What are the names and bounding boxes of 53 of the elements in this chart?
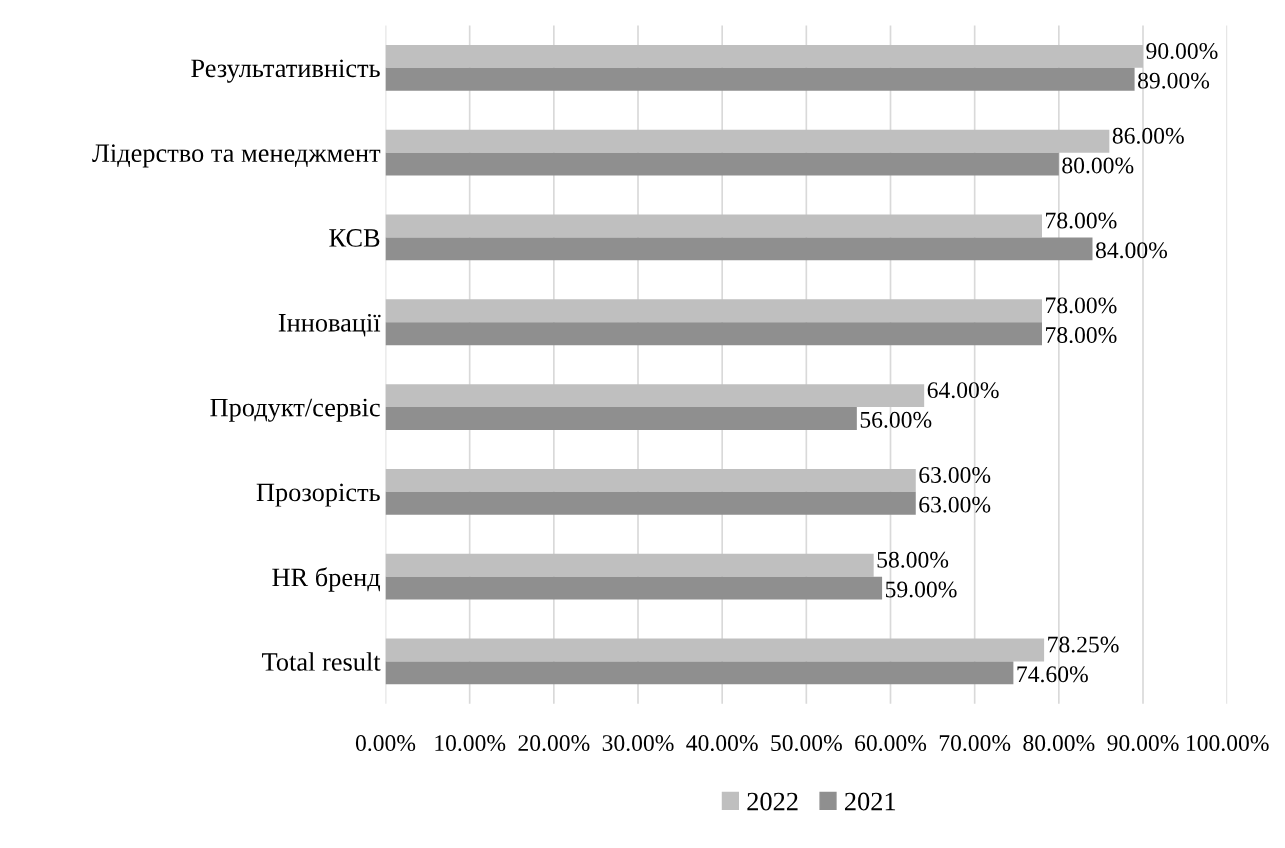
bar [385, 407, 857, 430]
x-tick-label: 20.00% [518, 735, 590, 752]
data-label: 78.00% [1046, 327, 1117, 344]
data-label: 80.00% [1062, 157, 1134, 174]
y-tick-label: Інновації [278, 313, 381, 337]
data-label: 90.00% [1146, 42, 1218, 60]
data-label: 89.00% [1138, 72, 1210, 89]
x-tick-label: 30.00% [602, 735, 674, 752]
bar [385, 638, 1045, 662]
data-label: 64.00% [927, 382, 999, 399]
bar [385, 553, 874, 577]
bar [385, 129, 1110, 153]
x-tick-label: 50.00% [771, 735, 842, 752]
data-label: 63.00% [919, 496, 991, 513]
bar [385, 214, 1043, 238]
y-tick-label: КСВ [329, 229, 380, 247]
x-tick-label: 60.00% [855, 735, 927, 752]
bar [385, 491, 916, 515]
data-label: 84.00% [1095, 242, 1168, 259]
x-tick-label: 0.00% [355, 735, 416, 752]
legend-label: 2021 [845, 792, 896, 811]
y-tick-label: HR бренд [272, 567, 381, 592]
data-label: 78.25% [1048, 636, 1119, 653]
y-tick-label: Результативність [191, 59, 380, 83]
bar [385, 322, 1043, 346]
bar [385, 299, 1043, 323]
bar [385, 44, 1144, 68]
data-label: 86.00% [1112, 127, 1184, 144]
x-tick-label: 10.00% [435, 735, 506, 752]
y-tick-label: Продукт/сервіс [210, 398, 380, 422]
x-tick-label: 100.00% [1186, 735, 1269, 752]
y-tick-label: Лідерство та менеджмент [92, 144, 381, 168]
y-tick-label: Total result [262, 652, 381, 671]
bar [385, 661, 1014, 685]
legend-label: 2022 [747, 792, 798, 811]
data-label: 78.00% [1046, 212, 1117, 229]
bar [385, 576, 883, 600]
data-label: 59.00% [885, 581, 957, 598]
data-label: 56.00% [860, 411, 932, 428]
data-label: 78.00% [1046, 297, 1117, 314]
y-tick-label: Прозорість [256, 483, 380, 507]
bar [385, 152, 1059, 176]
x-tick-label: 70.00% [939, 735, 1011, 752]
bar [385, 384, 925, 408]
bar [385, 468, 916, 492]
x-tick-label: 80.00% [1023, 735, 1095, 752]
data-label: 74.60% [1017, 666, 1088, 683]
data-label: 63.00% [919, 466, 991, 484]
x-tick-label: 40.00% [686, 735, 758, 752]
bar [385, 237, 1093, 261]
x-tick-label: 90.00% [1107, 735, 1179, 752]
data-label: 58.00% [877, 551, 949, 568]
bar [385, 67, 1135, 91]
